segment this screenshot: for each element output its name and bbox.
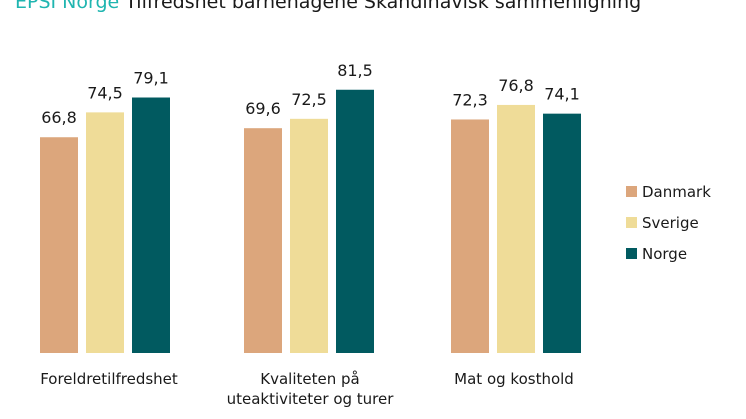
value-label-danmark-3: 72,3	[452, 90, 488, 109]
bar-danmark-2	[244, 128, 282, 353]
category-label-1: Foreldretilfredshet	[40, 370, 178, 388]
legend-swatch-sverige	[626, 217, 637, 228]
legend-label-norge: Norge	[642, 245, 687, 263]
category-label-2-line-1: Kvaliteten på	[260, 370, 359, 388]
category-label-3: Mat og kosthold	[454, 370, 574, 388]
legend-swatch-danmark	[626, 186, 637, 197]
bar-danmark-3	[451, 119, 489, 353]
value-label-sverige-1: 74,5	[87, 83, 123, 102]
value-label-sverige-3: 76,8	[498, 76, 534, 95]
value-label-danmark-1: 66,8	[41, 108, 77, 127]
title-text: Tilfredshet barnehagene Skandinavisk sam…	[125, 0, 642, 13]
bar-norge-2	[336, 89, 374, 353]
category-label-2-line-2: uteaktiviteter og turer	[227, 390, 395, 408]
title-brand: EPSI Norge	[15, 0, 120, 13]
bar-danmark-1	[40, 137, 78, 353]
legend-swatch-norge	[626, 248, 637, 259]
value-label-norge-3: 74,1	[544, 85, 580, 104]
bar-sverige-3	[497, 104, 535, 353]
chart-title: EPSI Norge Tilfredshet barnehagene Skand…	[15, 0, 641, 14]
bar-sverige-1	[86, 112, 124, 354]
legend-label-danmark: Danmark	[642, 183, 711, 201]
legend-label-sverige: Sverige	[642, 214, 699, 232]
value-label-norge-2: 81,5	[337, 61, 373, 80]
value-label-danmark-2: 69,6	[245, 99, 281, 118]
bar-sverige-2	[290, 118, 328, 353]
value-label-norge-1: 79,1	[133, 69, 169, 88]
value-label-sverige-2: 72,5	[291, 90, 327, 109]
bar-norge-1	[132, 97, 170, 353]
bar-norge-3	[543, 113, 581, 353]
